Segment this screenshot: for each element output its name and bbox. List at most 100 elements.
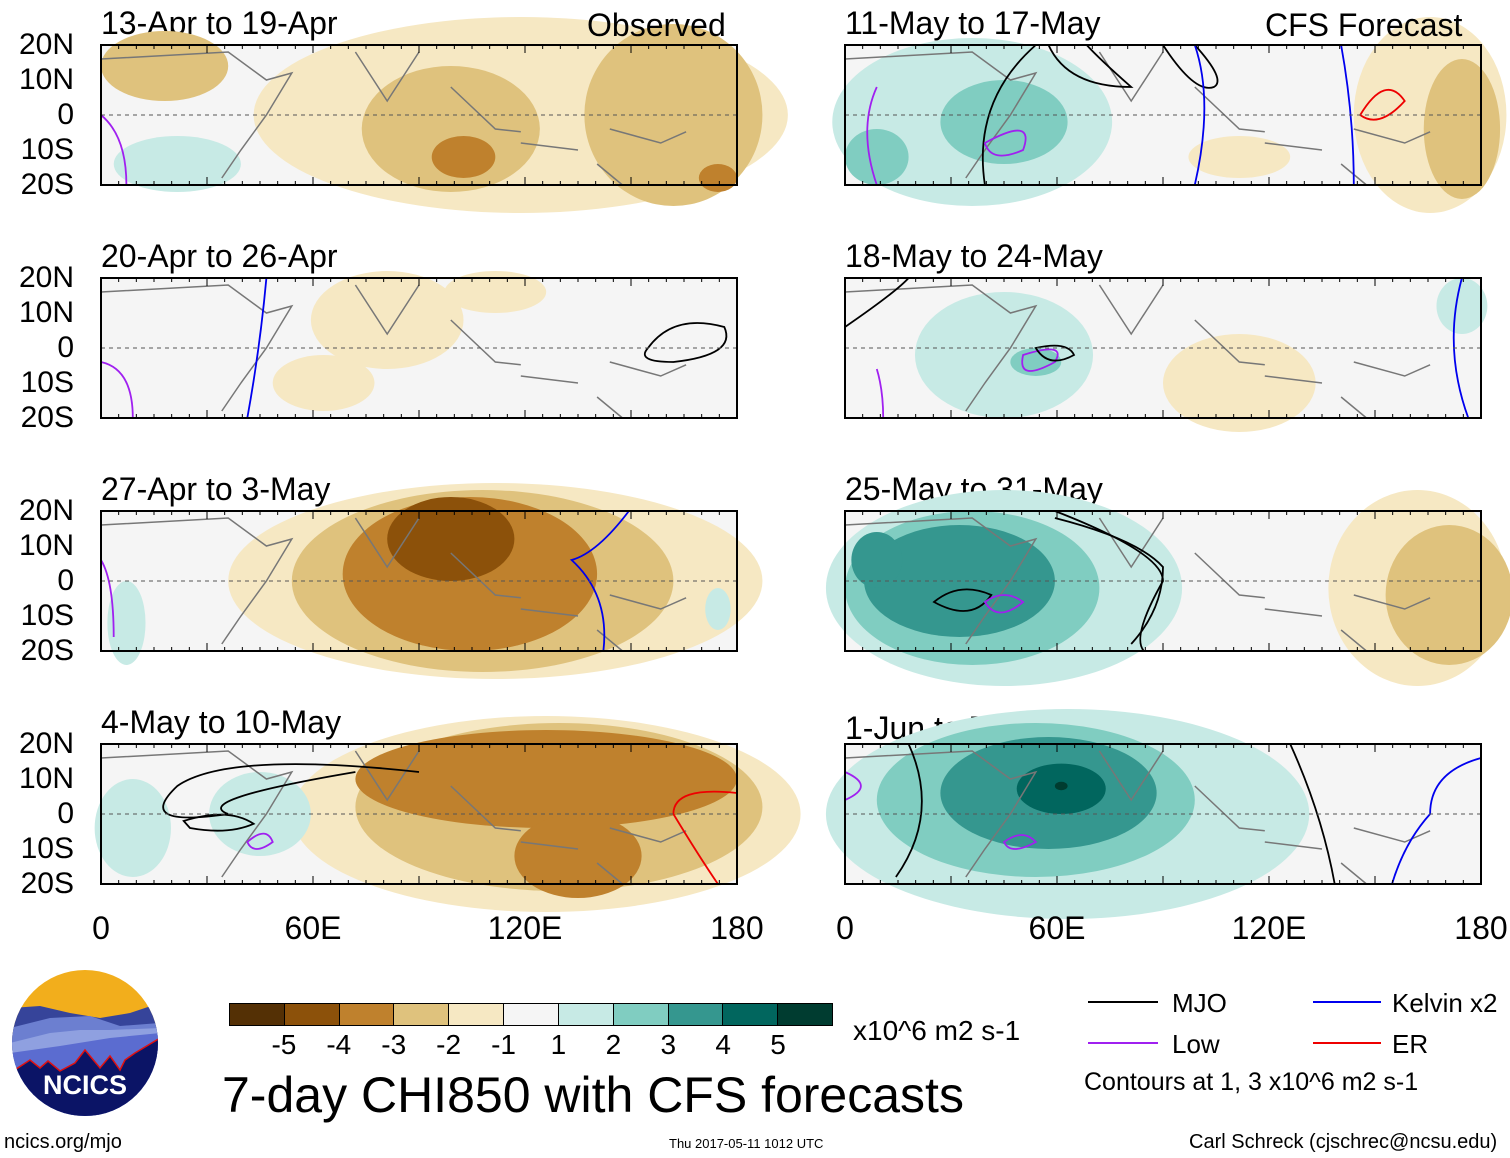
coastline (100, 284, 687, 419)
map-panel-forecast-1 (844, 277, 1488, 432)
ncics-logo: NCICS (12, 970, 158, 1116)
observed-label: Observed (587, 7, 726, 43)
contour-line (1359, 89, 1406, 121)
latitude-label: 0 (57, 797, 74, 830)
contour-line (1021, 348, 1059, 372)
latitude-label: 20S (20, 634, 74, 667)
contour-line (1054, 517, 1164, 645)
colorbar-tick-label: -1 (491, 1029, 516, 1060)
latitude-label: 0 (57, 331, 74, 364)
anomaly-region (1188, 136, 1291, 178)
contour-line (569, 510, 630, 652)
anomaly-region (1385, 525, 1510, 665)
latitude-label: 10N (18, 529, 74, 562)
contour-line (844, 771, 862, 801)
coastline (100, 517, 687, 652)
contour-line (672, 790, 738, 885)
colorbar-swatch (503, 1004, 558, 1025)
panel-title: 11-May to 17-May (845, 5, 1101, 41)
colorbar-swatch (283, 1004, 339, 1025)
colorbar-swatch (612, 1004, 668, 1025)
longitude-label: 60E (284, 910, 342, 946)
anomaly-region (1054, 781, 1068, 791)
colorbar-tick-label: 4 (715, 1029, 731, 1060)
anomaly-region (1436, 278, 1488, 334)
map-panel-observed-3 (94, 716, 801, 912)
anomaly-region (361, 66, 540, 192)
footer-credit: Carl Schreck (cjschrec@ncsu.edu) (1189, 1131, 1498, 1153)
contour-line (981, 44, 1037, 186)
contour-line (1034, 344, 1076, 362)
anomaly-region (514, 814, 642, 898)
contour-line (100, 114, 128, 186)
map-panel-forecast-3 (825, 709, 1482, 919)
latitude-label: 10S (20, 366, 74, 399)
colorbar-units: x10^6 m2 s-1 (853, 1015, 1021, 1046)
footer-timestamp: Thu 2017-05-11 1012 UTC (669, 1136, 824, 1151)
latitude-label: 10S (20, 133, 74, 166)
panel-title: 18-May to 24-May (845, 238, 1103, 274)
latitude-label: 10S (20, 599, 74, 632)
latitude-label: 20N (18, 727, 74, 760)
longitude-label: 180 (1454, 910, 1508, 946)
anomaly-region (94, 779, 171, 877)
colorbar (229, 1003, 833, 1026)
map-panel-observed-0 (100, 17, 788, 213)
latitude-label: 20N (18, 494, 74, 527)
colorbar-tick-label: -2 (436, 1029, 462, 1060)
legend-mjo-line (1088, 1001, 1158, 1003)
logo-text: NCICS (43, 1070, 127, 1100)
legend-kelvin-label: Kelvin x2 (1392, 988, 1498, 1018)
figure-title: 7-day CHI850 with CFS forecasts (222, 1067, 964, 1123)
latitude-label: 0 (57, 564, 74, 597)
colorbar-swatch (230, 1004, 284, 1025)
anomaly-region (705, 588, 731, 630)
legend-mjo-label: MJO (1172, 988, 1227, 1018)
contour-line (932, 588, 993, 612)
map-panel-forecast-2 (825, 490, 1510, 686)
colorbar-swatch (448, 1004, 504, 1025)
colorbar-swatch (393, 1004, 449, 1025)
anomaly-region (1163, 334, 1316, 432)
panel-title: 20-Apr to 26-Apr (101, 238, 338, 274)
longitude-label: 120E (487, 910, 563, 946)
anomaly-region (845, 129, 909, 185)
coastline (844, 750, 1431, 885)
colorbar-swatch (722, 1004, 778, 1025)
footer-url[interactable]: ncics.org/mjo (4, 1131, 122, 1153)
contour-line (866, 86, 878, 186)
latitude-label: 20S (20, 401, 74, 434)
latitude-label: 10N (18, 63, 74, 96)
anomaly-region (914, 292, 1094, 418)
coastline (100, 750, 687, 885)
colorbar-swatch (557, 1004, 613, 1025)
map-panel-observed-1 (100, 271, 738, 419)
anomaly-region (107, 581, 146, 665)
contour-line (844, 277, 910, 328)
colorbar-tick-label: -3 (381, 1029, 407, 1060)
colorbar-tick-label: 1 (550, 1029, 567, 1060)
colorbar-tick-label: -5 (271, 1029, 297, 1060)
contour-line (1162, 44, 1219, 89)
anomaly-region (209, 772, 311, 856)
legend-low-label: Low (1172, 1029, 1220, 1059)
contour-line (162, 763, 420, 819)
anomaly-region (387, 497, 515, 581)
contour-line (643, 322, 728, 363)
contour-line (1047, 44, 1134, 88)
anomaly-region (940, 80, 1068, 164)
legend-kelvin-line (1313, 1001, 1381, 1003)
contour-line (983, 129, 1027, 157)
longitude-label: 180 (710, 910, 764, 946)
anomaly-region (310, 271, 464, 369)
contour-line (1193, 44, 1206, 186)
coastline (844, 51, 1431, 186)
colorbar-swatch (667, 1004, 723, 1025)
longitude-label: 0 (836, 910, 854, 946)
anomaly-region (444, 271, 547, 313)
anomaly-region (272, 355, 375, 411)
legend-er-line (1313, 1042, 1381, 1044)
panel-title: 27-Apr to 3-May (101, 471, 331, 507)
contour-line (100, 361, 134, 419)
